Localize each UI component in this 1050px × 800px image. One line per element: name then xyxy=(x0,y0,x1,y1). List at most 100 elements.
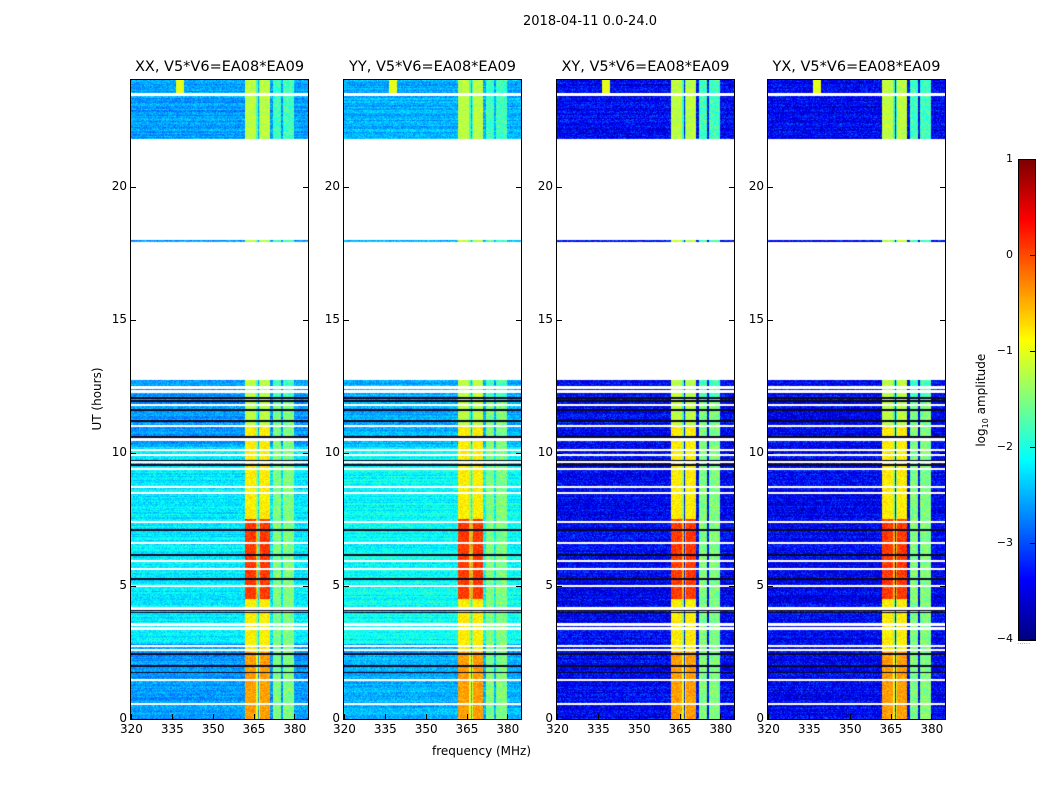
y-tick-mark xyxy=(344,452,349,454)
x-tick-label: 365 xyxy=(242,722,266,736)
y-tick-mark xyxy=(516,585,521,587)
x-tick-label: 365 xyxy=(879,722,903,736)
y-tick-label: 5 xyxy=(119,577,127,592)
x-axis-label: frequency (MHz) xyxy=(432,744,532,758)
y-tick-mark xyxy=(768,719,773,720)
x-tick-label: 365 xyxy=(668,722,692,736)
y-tick-mark xyxy=(729,452,734,454)
x-tick-label: 350 xyxy=(201,722,225,736)
panel-axes-xx xyxy=(130,79,309,720)
colorbar-tick-mark xyxy=(1030,543,1035,544)
colorbar-tick-label: 1 xyxy=(1006,152,1013,165)
colorbar-tick-label: −2 xyxy=(996,440,1013,453)
y-tick-mark xyxy=(729,319,734,321)
y-tick-mark xyxy=(131,719,136,720)
colorbar-label-log: log xyxy=(973,428,988,447)
y-tick-mark xyxy=(940,452,945,454)
y-tick-mark xyxy=(768,452,773,454)
y-tick-mark xyxy=(131,585,136,587)
colorbar-tick-label: −1 xyxy=(996,344,1013,357)
x-tick-mark xyxy=(466,714,468,719)
x-tick-mark xyxy=(720,714,722,719)
colorbar-tick-mark xyxy=(1030,639,1035,640)
x-tick-label: 320 xyxy=(120,722,143,736)
x-tick-label: 350 xyxy=(838,722,862,736)
colorbar xyxy=(1018,159,1036,641)
x-tick-mark xyxy=(557,714,558,719)
y-tick-mark xyxy=(303,186,308,188)
colorbar-label: log10 amplitude xyxy=(974,348,990,452)
y-tick-mark xyxy=(768,585,773,587)
y-tick-mark xyxy=(557,186,562,188)
x-tick-label: 380 xyxy=(920,722,944,736)
colorbar-footer: ...... xyxy=(1017,638,1031,646)
y-tick-mark xyxy=(940,719,945,720)
y-tick-label: 10 xyxy=(111,444,127,459)
y-tick-mark xyxy=(516,452,521,454)
x-tick-label: 335 xyxy=(586,722,610,736)
y-tick-mark xyxy=(516,319,521,321)
colorbar-label-sub: 10 xyxy=(981,418,991,429)
x-tick-label: 320 xyxy=(757,722,780,736)
x-tick-mark xyxy=(171,714,173,719)
y-tick-mark xyxy=(940,186,945,188)
x-tick-mark xyxy=(931,714,933,719)
y-tick-mark xyxy=(940,319,945,321)
panel-title: XY, V5*V6=EA08*EA09 xyxy=(561,59,730,75)
colorbar-tick-label: −3 xyxy=(996,536,1013,549)
y-tick-label: 5 xyxy=(332,577,340,592)
colorbar-tick-label: −4 xyxy=(996,632,1013,645)
y-tick-label: 20 xyxy=(111,178,127,193)
y-tick-mark xyxy=(131,452,136,454)
heatmap-xx xyxy=(131,80,308,719)
y-tick-mark xyxy=(131,186,136,188)
y-tick-mark xyxy=(729,719,734,720)
y-tick-label: 20 xyxy=(748,178,764,193)
y-tick-label: 20 xyxy=(324,178,340,193)
colorbar-label-rest: amplitude xyxy=(973,353,988,419)
panel-axes-yy xyxy=(343,79,522,720)
y-tick-label: 5 xyxy=(756,577,764,592)
x-tick-label: 365 xyxy=(455,722,479,736)
y-tick-mark xyxy=(729,186,734,188)
y-tick-mark xyxy=(303,452,308,454)
y-tick-mark xyxy=(516,719,521,720)
panel-axes-xy xyxy=(556,79,735,720)
x-tick-label: 335 xyxy=(160,722,184,736)
y-tick-label: 20 xyxy=(537,178,553,193)
y-tick-label: 15 xyxy=(324,311,340,326)
y-tick-label: 15 xyxy=(111,311,127,326)
y-tick-mark xyxy=(940,585,945,587)
y-axis-label: UT (hours) xyxy=(90,367,104,431)
x-tick-mark xyxy=(425,714,427,719)
x-tick-label: 380 xyxy=(283,722,307,736)
y-tick-mark xyxy=(557,585,562,587)
x-tick-label: 335 xyxy=(373,722,397,736)
colorbar-gradient xyxy=(1019,160,1035,640)
x-tick-label: 350 xyxy=(414,722,438,736)
y-tick-mark xyxy=(303,585,308,587)
x-tick-mark xyxy=(384,714,386,719)
y-tick-mark xyxy=(303,719,308,720)
figure-title: 2018-04-11 0.0-24.0 xyxy=(523,14,657,29)
colorbar-tick-mark xyxy=(1030,255,1035,256)
x-tick-mark xyxy=(890,714,892,719)
y-tick-mark xyxy=(516,186,521,188)
colorbar-tick-mark xyxy=(1030,447,1035,448)
x-tick-mark xyxy=(597,714,599,719)
y-tick-mark xyxy=(344,319,349,321)
y-tick-label: 0 xyxy=(756,711,764,725)
x-tick-mark xyxy=(131,714,132,719)
heatmap-xy xyxy=(557,80,734,719)
y-tick-label: 10 xyxy=(324,444,340,459)
x-tick-mark xyxy=(507,714,509,719)
y-tick-label: 15 xyxy=(748,311,764,326)
x-tick-mark xyxy=(679,714,681,719)
colorbar-tick-mark xyxy=(1030,159,1035,160)
x-tick-label: 350 xyxy=(627,722,651,736)
x-tick-label: 320 xyxy=(333,722,356,736)
x-tick-label: 380 xyxy=(709,722,733,736)
panel-title: YX, V5*V6=EA08*EA09 xyxy=(772,59,941,75)
y-tick-mark xyxy=(768,319,773,321)
